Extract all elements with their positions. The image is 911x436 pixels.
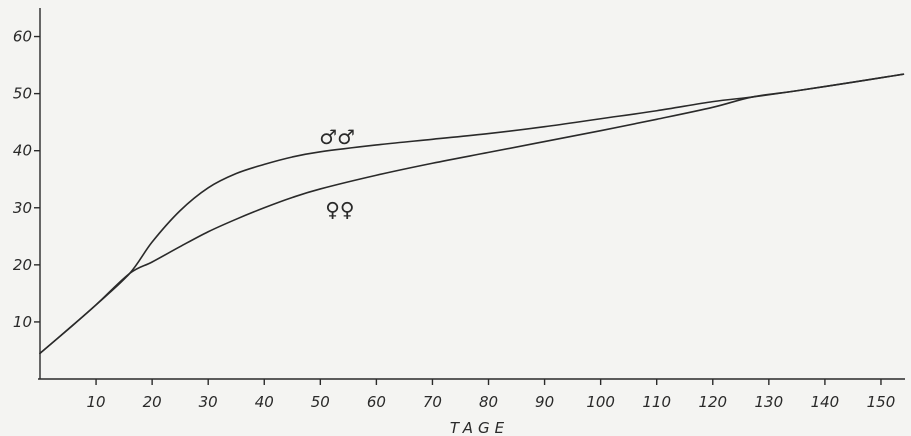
series-label-males: ♂♂ [319, 125, 355, 149]
y-tick-label: 30 [13, 199, 32, 217]
x-tick-label: 130 [755, 393, 784, 411]
x-axis-title: TAGE [450, 419, 509, 436]
y-tick-label: 10 [13, 313, 32, 331]
x-tick-label: 20 [143, 393, 162, 411]
x-tick-label: 150 [867, 393, 896, 411]
x-tick-label: 50 [311, 393, 330, 411]
series-lines [39, 73, 905, 355]
x-tick-label: 70 [423, 393, 442, 411]
x-tick-label: 10 [87, 393, 106, 411]
x-tick-label: 140 [811, 393, 840, 411]
series-line-females [39, 73, 905, 355]
y-tick-label: 40 [13, 142, 32, 160]
y-tick-label: 50 [13, 85, 32, 103]
y-tick-label: 20 [13, 256, 32, 274]
x-ticks: 10 20 30 40 50 60 70 80 90 100 110 120 130 140 150 [87, 379, 896, 411]
series-labels: ♂♂ ♀♀ [319, 125, 355, 221]
series-label-females: ♀♀ [325, 197, 354, 221]
x-tick-label: 120 [698, 393, 727, 411]
x-tick-label: 80 [479, 393, 498, 411]
series-line-males [39, 73, 905, 355]
x-tick-label: 40 [255, 393, 274, 411]
axes [38, 8, 905, 380]
y-tick-label: 60 [13, 28, 32, 46]
x-tick-label: 100 [586, 393, 615, 411]
x-tick-label: 110 [642, 393, 671, 411]
x-tick-label: 30 [199, 393, 218, 411]
x-tick-label: 60 [367, 393, 386, 411]
x-tick-label: 90 [535, 393, 554, 411]
y-ticks: 10 20 30 40 50 60 [13, 28, 40, 331]
